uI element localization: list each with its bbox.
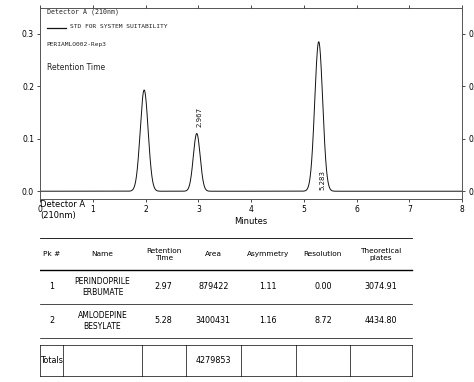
Text: 4434.80: 4434.80: [365, 316, 397, 325]
Text: Detector A (210nm): Detector A (210nm): [46, 9, 118, 15]
Text: Area: Area: [205, 251, 222, 257]
Text: 5.283: 5.283: [319, 170, 326, 189]
Text: PERINDOPRILE
ERBUMATE: PERINDOPRILE ERBUMATE: [74, 277, 130, 296]
Text: 2.97: 2.97: [155, 282, 173, 291]
Text: 3074.91: 3074.91: [365, 282, 397, 291]
Text: Theoretical
plates: Theoretical plates: [360, 248, 401, 261]
Text: Asymmetry: Asymmetry: [247, 251, 289, 257]
Text: Name: Name: [91, 251, 113, 257]
Text: STD FOR SYSTEM SUITABILITY: STD FOR SYSTEM SUITABILITY: [70, 24, 167, 29]
Text: 4279853: 4279853: [195, 356, 231, 365]
Text: 3400431: 3400431: [196, 316, 231, 325]
Text: Retention Time: Retention Time: [46, 63, 105, 72]
Text: Resolution: Resolution: [304, 251, 342, 257]
Text: 5.28: 5.28: [155, 316, 173, 325]
Text: PERIAMLO002-Rep3: PERIAMLO002-Rep3: [46, 42, 107, 47]
Text: 1.16: 1.16: [259, 316, 277, 325]
Text: Totals: Totals: [40, 356, 64, 365]
Text: 8.72: 8.72: [314, 316, 332, 325]
X-axis label: Minutes: Minutes: [235, 217, 268, 226]
Text: 1.11: 1.11: [259, 282, 277, 291]
Text: Pk #: Pk #: [43, 251, 61, 257]
Text: 1: 1: [49, 282, 55, 291]
Text: (210nm): (210nm): [40, 211, 76, 220]
Text: 879422: 879422: [198, 282, 228, 291]
Text: 0.00: 0.00: [314, 282, 332, 291]
Text: 2.967: 2.967: [197, 107, 203, 127]
Text: Retention
Time: Retention Time: [146, 248, 182, 261]
Text: AMLODEPINE
BESYLATE: AMLODEPINE BESYLATE: [78, 311, 128, 330]
Text: Detector A: Detector A: [40, 200, 85, 209]
Text: 2: 2: [49, 316, 55, 325]
